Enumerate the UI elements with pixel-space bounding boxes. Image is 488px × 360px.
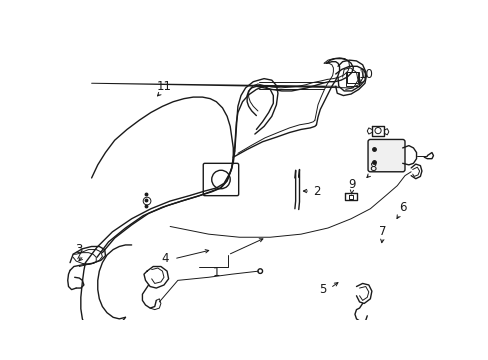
FancyBboxPatch shape	[367, 139, 404, 172]
Text: 7: 7	[378, 225, 386, 238]
Text: 3: 3	[76, 243, 83, 256]
Text: 8: 8	[369, 161, 376, 175]
Text: 4: 4	[161, 252, 168, 265]
FancyBboxPatch shape	[368, 140, 404, 171]
Text: 9: 9	[347, 178, 355, 192]
Text: 10: 10	[358, 68, 372, 81]
Bar	[346, 72, 357, 83]
Text: 1: 1	[212, 266, 220, 279]
Text: 2: 2	[312, 185, 320, 198]
Text: 6: 6	[398, 202, 406, 215]
Bar	[346, 72, 358, 86]
Text: 5: 5	[318, 283, 325, 296]
Text: 11: 11	[156, 80, 171, 93]
